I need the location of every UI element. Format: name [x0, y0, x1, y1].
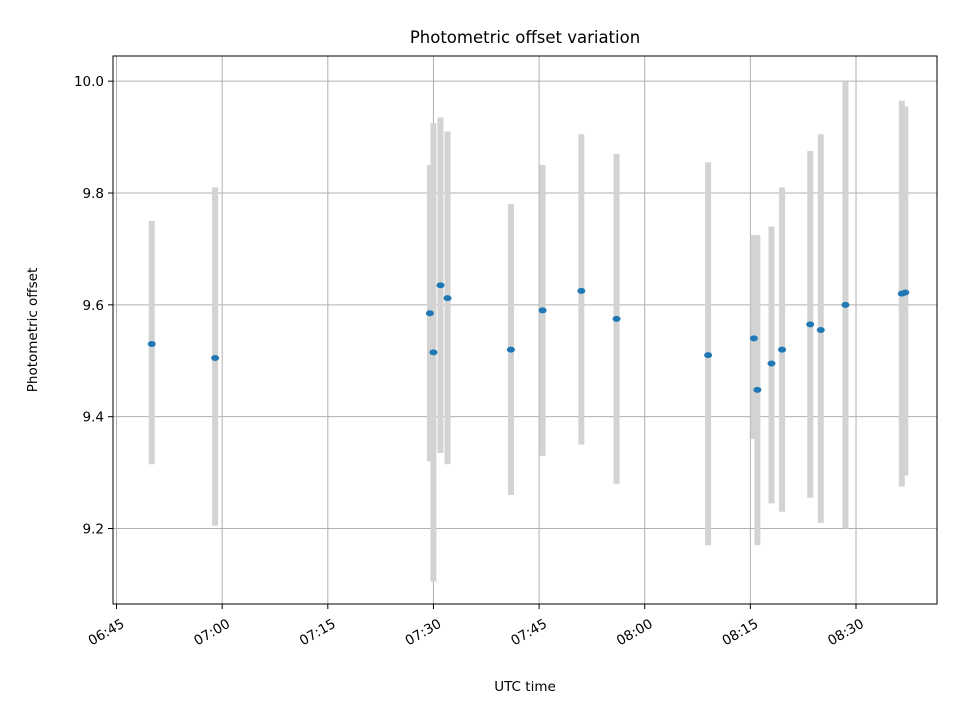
y-tick-label: 10.0 — [74, 74, 104, 90]
y-axis-label: Photometric offset — [25, 268, 41, 392]
data-point — [436, 282, 445, 289]
data-point — [612, 315, 621, 322]
data-point — [816, 327, 825, 333]
y-tick-label: 9.8 — [83, 186, 104, 202]
data-point — [425, 310, 434, 317]
x-axis-label: UTC time — [494, 679, 556, 695]
data-point — [841, 301, 850, 308]
data-point — [577, 287, 586, 294]
plot-frame — [112, 55, 938, 605]
data-point — [806, 321, 815, 328]
data-point — [443, 295, 452, 302]
y-tick-label: 9.2 — [83, 522, 104, 538]
data-point — [538, 307, 547, 314]
data-point — [753, 386, 762, 393]
chart-title: Photometric offset variation — [410, 28, 640, 47]
data-points — [147, 282, 910, 393]
y-tick-label: 9.4 — [83, 410, 104, 426]
y-tick-label: 9.6 — [83, 298, 104, 314]
grid — [113, 56, 937, 604]
data-point — [901, 289, 910, 296]
data-point — [749, 335, 758, 342]
data-point — [778, 346, 787, 353]
data-point — [704, 352, 713, 359]
data-point — [506, 346, 515, 353]
data-point — [147, 340, 156, 347]
data-point — [767, 360, 776, 367]
data-point — [211, 354, 220, 361]
data-point — [429, 349, 438, 356]
